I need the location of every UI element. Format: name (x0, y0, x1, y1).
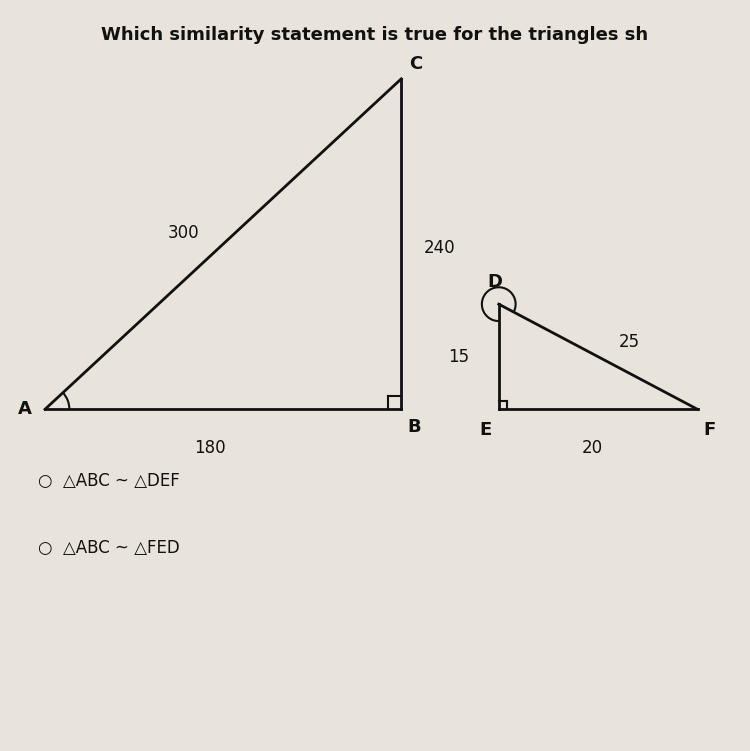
Text: C: C (409, 55, 422, 73)
Text: Which similarity statement is true for the triangles sh: Which similarity statement is true for t… (101, 26, 649, 44)
Text: 240: 240 (424, 239, 455, 257)
Text: F: F (704, 421, 716, 439)
Text: E: E (479, 421, 491, 439)
Text: ○  △ABC ~ △FED: ○ △ABC ~ △FED (38, 539, 179, 557)
Text: 300: 300 (168, 224, 200, 242)
Text: A: A (17, 400, 32, 418)
Text: 20: 20 (582, 439, 603, 457)
Text: 15: 15 (448, 348, 469, 366)
Text: B: B (407, 418, 421, 436)
Text: ○  △ABC ~ △DEF: ○ △ABC ~ △DEF (38, 472, 179, 490)
Text: 180: 180 (194, 439, 226, 457)
Text: 25: 25 (619, 333, 640, 351)
Text: D: D (488, 273, 502, 291)
